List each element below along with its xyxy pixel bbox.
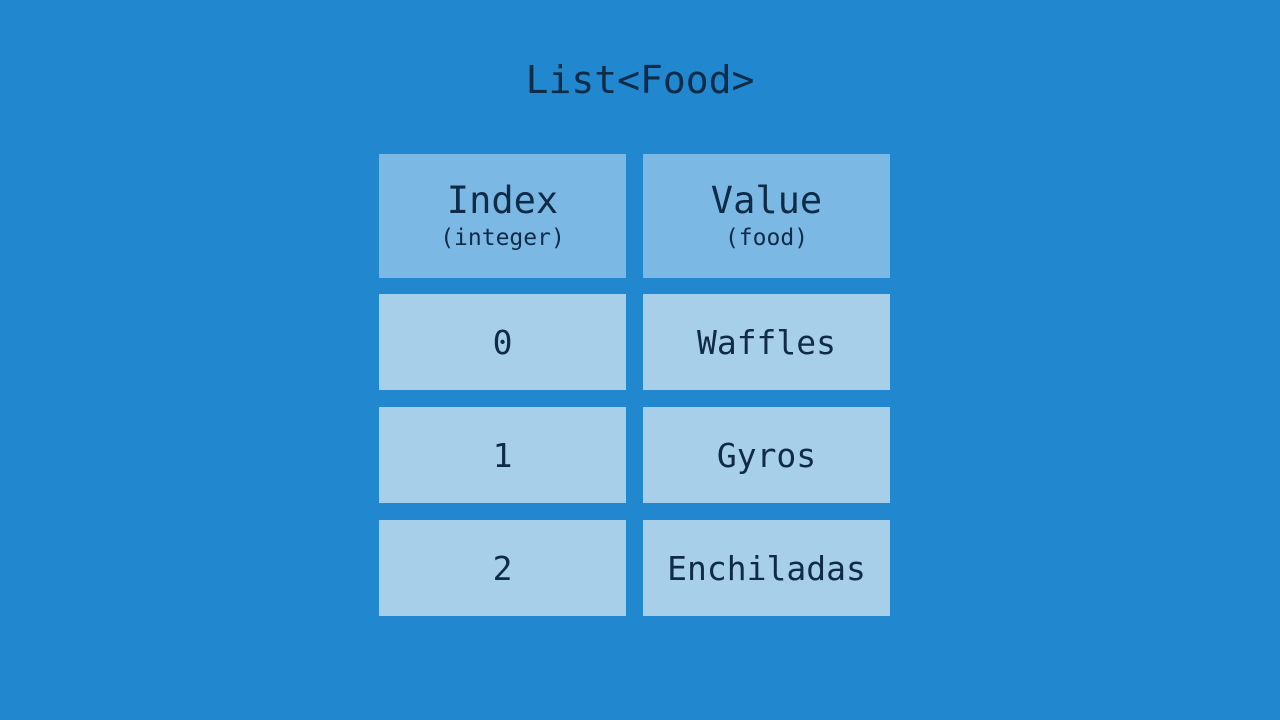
index-text: 2 <box>492 548 513 588</box>
index-cell: 1 <box>379 407 626 503</box>
value-text: Gyros <box>716 435 817 475</box>
index-text: 1 <box>492 435 513 475</box>
header-index: Index (integer) <box>379 154 626 278</box>
index-cell: 0 <box>379 294 626 390</box>
header-value: Value (food) <box>643 154 890 278</box>
index-cell: 2 <box>379 520 626 616</box>
value-cell: Gyros <box>643 407 890 503</box>
diagram-title: List<Food> <box>525 58 755 102</box>
value-cell: Waffles <box>643 294 890 390</box>
value-text: Enchiladas <box>667 548 866 588</box>
index-text: 0 <box>492 322 513 362</box>
value-text: Waffles <box>696 322 837 362</box>
header-label: Index <box>446 179 559 222</box>
header-sub: (integer) <box>440 225 565 251</box>
header-sub: (food) <box>724 225 809 251</box>
value-cell: Enchiladas <box>643 520 890 616</box>
header-label: Value <box>710 179 823 222</box>
